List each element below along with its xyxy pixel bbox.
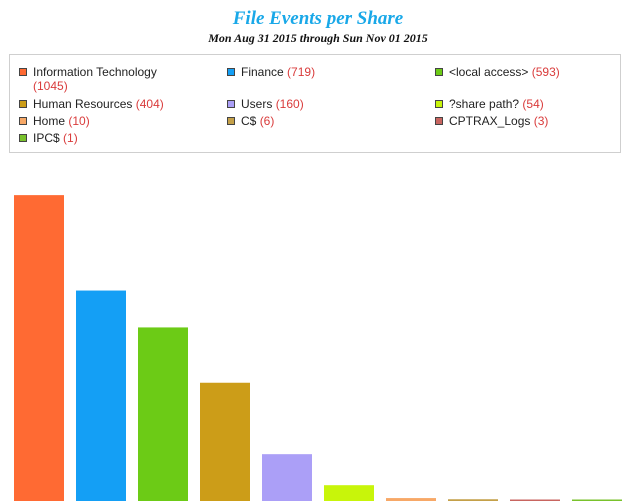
legend-swatch — [19, 134, 27, 142]
legend-label: Human Resources — [33, 97, 133, 111]
legend-item-c-dollar[interactable]: C$ (6) — [227, 114, 427, 128]
legend-value: (3) — [533, 114, 549, 128]
legend-swatch — [435, 100, 443, 108]
legend-item-local-access[interactable]: <local access> (593) — [435, 65, 615, 79]
legend-swatch — [227, 100, 235, 108]
bar-plot-area — [14, 195, 622, 501]
legend-label: Users — [241, 97, 273, 111]
legend-value: (593) — [531, 65, 560, 79]
legend-value: (160) — [275, 97, 304, 111]
bar-cptrax-logs[interactable] — [510, 499, 560, 501]
legend-swatch — [435, 68, 443, 76]
legend: Information Technology (1045) Finance (71… — [9, 54, 621, 153]
legend-value: (54) — [522, 97, 544, 111]
legend-swatch — [19, 117, 27, 125]
legend-item-home[interactable]: Home (10) — [19, 114, 219, 128]
legend-swatch — [227, 68, 235, 76]
chart-title: File Events per Share — [232, 8, 404, 29]
legend-item-finance[interactable]: Finance (719) — [227, 65, 427, 79]
bar-local-access[interactable] — [138, 327, 188, 501]
bar-finance[interactable] — [76, 290, 126, 501]
legend-value: (6) — [259, 114, 275, 128]
bar-home[interactable] — [386, 498, 436, 501]
legend-label: IPC$ — [33, 131, 60, 145]
legend-label: CPTRAX_Logs — [449, 114, 531, 128]
legend-swatch — [19, 100, 27, 108]
legend-item-share-path[interactable]: ?share path? (54) — [435, 97, 615, 111]
legend-label: ?share path? — [449, 97, 520, 111]
legend-value: (1) — [63, 131, 78, 145]
legend-swatch — [19, 68, 27, 76]
bar-ipc[interactable] — [572, 499, 622, 501]
legend-value: (10) — [68, 114, 90, 128]
legend-item-ipc-dollar[interactable]: IPC$ (1) — [19, 131, 219, 145]
legend-label: C$ — [241, 114, 257, 128]
legend-label: Information Technology — [33, 65, 157, 79]
bar-c[interactable] — [448, 499, 498, 501]
legend-value: (404) — [135, 97, 164, 111]
legend-item-information-technology[interactable]: Information Technology (1045) — [19, 65, 219, 93]
legend-item-cptrax-logs[interactable]: CPTRAX_Logs (3) — [435, 114, 615, 128]
bar-human-resources[interactable] — [200, 382, 250, 501]
bar-information-technology[interactable] — [14, 195, 64, 501]
legend-value: (719) — [287, 65, 316, 79]
legend-value: (1045) — [33, 79, 68, 93]
legend-swatch — [435, 117, 443, 125]
legend-item-human-resources[interactable]: Human Resources (404) — [19, 97, 219, 111]
legend-label: Finance — [241, 65, 284, 79]
chart-subtitle: Mon Aug 31 2015 through Sun Nov 01 2015 — [208, 31, 428, 45]
bar-users[interactable] — [262, 454, 312, 501]
legend-swatch — [227, 117, 235, 125]
legend-item-users[interactable]: Users (160) — [227, 97, 427, 111]
bar-share-path[interactable] — [324, 485, 374, 501]
legend-label: <local access> — [449, 65, 529, 79]
legend-label: Home — [33, 114, 66, 128]
